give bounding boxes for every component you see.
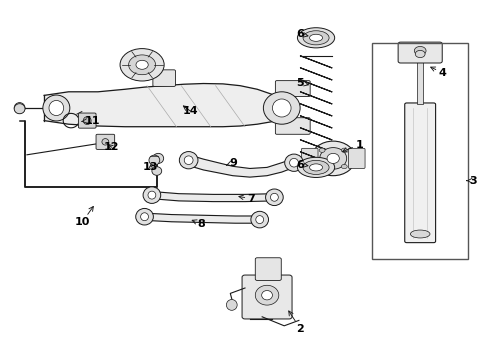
Ellipse shape: [303, 160, 329, 175]
Ellipse shape: [310, 34, 322, 41]
Ellipse shape: [148, 191, 156, 199]
Text: 12: 12: [104, 142, 120, 152]
Ellipse shape: [49, 100, 64, 116]
FancyBboxPatch shape: [398, 42, 442, 63]
Text: 13: 13: [143, 162, 158, 172]
Text: 9: 9: [226, 158, 237, 168]
Ellipse shape: [128, 55, 155, 75]
Ellipse shape: [143, 187, 161, 203]
Text: 3: 3: [466, 176, 477, 186]
FancyBboxPatch shape: [153, 70, 175, 86]
Ellipse shape: [184, 156, 193, 165]
Ellipse shape: [255, 285, 279, 305]
Ellipse shape: [251, 211, 269, 228]
Text: 2: 2: [289, 311, 304, 334]
Text: 8: 8: [192, 219, 205, 229]
Circle shape: [319, 165, 325, 169]
Ellipse shape: [226, 300, 237, 310]
Ellipse shape: [297, 157, 335, 177]
Ellipse shape: [285, 154, 303, 171]
Circle shape: [342, 165, 347, 169]
FancyBboxPatch shape: [275, 118, 310, 134]
Ellipse shape: [149, 155, 160, 165]
Ellipse shape: [102, 139, 109, 145]
Circle shape: [416, 50, 425, 58]
Ellipse shape: [327, 153, 339, 163]
Text: 1: 1: [343, 140, 363, 152]
Ellipse shape: [152, 167, 162, 175]
Text: 4: 4: [431, 67, 446, 78]
Ellipse shape: [266, 189, 283, 206]
Text: 11: 11: [81, 116, 100, 126]
Circle shape: [342, 148, 347, 152]
FancyBboxPatch shape: [242, 275, 292, 319]
Ellipse shape: [256, 216, 264, 224]
Ellipse shape: [14, 104, 25, 114]
Ellipse shape: [264, 92, 300, 124]
Ellipse shape: [303, 31, 329, 45]
FancyBboxPatch shape: [255, 258, 281, 280]
FancyBboxPatch shape: [78, 113, 96, 128]
Ellipse shape: [311, 141, 355, 176]
Ellipse shape: [43, 95, 70, 121]
Ellipse shape: [310, 164, 322, 171]
Text: 6: 6: [296, 29, 308, 39]
Circle shape: [415, 46, 426, 55]
Ellipse shape: [262, 291, 272, 300]
Ellipse shape: [319, 148, 347, 169]
Ellipse shape: [272, 99, 291, 117]
Text: 10: 10: [74, 207, 94, 227]
FancyBboxPatch shape: [301, 148, 318, 168]
Ellipse shape: [410, 230, 430, 238]
FancyBboxPatch shape: [96, 134, 115, 149]
Circle shape: [319, 148, 325, 152]
FancyBboxPatch shape: [275, 81, 310, 96]
Ellipse shape: [136, 60, 148, 69]
Bar: [372, 43, 468, 259]
Polygon shape: [152, 192, 274, 202]
Text: 5: 5: [296, 78, 308, 88]
Ellipse shape: [153, 153, 164, 163]
Ellipse shape: [179, 152, 198, 169]
Ellipse shape: [270, 193, 278, 201]
Ellipse shape: [14, 103, 25, 113]
Ellipse shape: [297, 28, 335, 48]
Ellipse shape: [136, 208, 153, 225]
Text: 6: 6: [296, 159, 308, 170]
Ellipse shape: [290, 158, 298, 167]
Polygon shape: [145, 213, 260, 223]
Ellipse shape: [141, 213, 148, 221]
Ellipse shape: [83, 117, 91, 125]
Polygon shape: [44, 84, 282, 127]
Text: 7: 7: [239, 194, 255, 204]
Polygon shape: [189, 155, 294, 177]
FancyBboxPatch shape: [405, 103, 436, 243]
Text: 14: 14: [182, 106, 198, 116]
Bar: [417, 59, 423, 104]
FancyBboxPatch shape: [348, 148, 365, 168]
Ellipse shape: [120, 49, 164, 81]
